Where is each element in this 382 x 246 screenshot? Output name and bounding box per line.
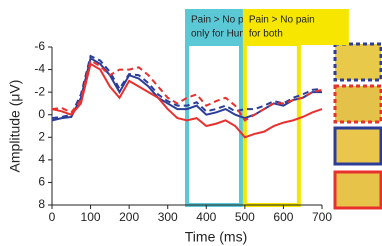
x-tick-label: 400: [196, 210, 216, 224]
y-tick-label: 0: [38, 107, 45, 121]
y-axis-title: Amplitude (μV): [7, 80, 23, 173]
x-tick-label: 600: [273, 210, 293, 224]
y-tick-label: -6: [34, 39, 45, 53]
x-tick-label: 300: [158, 210, 178, 224]
y-tick-label: 6: [38, 175, 45, 189]
thumbnail: [335, 128, 381, 164]
x-tick-label: 500: [235, 210, 255, 224]
y-tick-label: 8: [38, 197, 45, 211]
y-tick-label: -2: [34, 84, 45, 98]
x-tick-label: 200: [119, 210, 139, 224]
thumbnails: [335, 44, 381, 208]
y-tick-label: 2: [38, 129, 45, 143]
annotation-text: for both: [249, 29, 283, 40]
x-tick-label: 100: [81, 210, 101, 224]
y-tick-label: 4: [38, 152, 45, 166]
thumbnail: [335, 44, 381, 80]
x-tick-label: 0: [49, 210, 56, 224]
annotation-text: Pain > No pain: [249, 15, 315, 26]
x-tick-label: 700: [312, 210, 332, 224]
annotation-box: [245, 44, 299, 205]
y-tick-label: -4: [34, 62, 45, 76]
x-axis-title: Time (ms): [185, 229, 247, 245]
chart: Time (ms) Amplitude (μV) Pain > No paino…: [0, 0, 382, 246]
thumbnail: [335, 172, 381, 208]
thumbnail: [335, 86, 381, 122]
